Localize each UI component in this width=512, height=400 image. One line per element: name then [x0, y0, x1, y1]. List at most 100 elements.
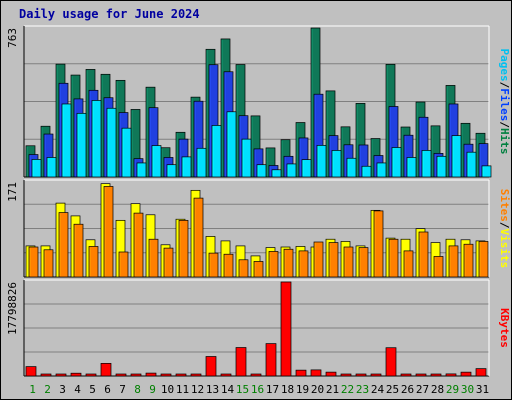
x-label-day-16: 16	[251, 383, 264, 396]
legend-item-pages: Pages	[498, 49, 511, 82]
bar-kbytes-day-11	[175, 373, 187, 377]
bar-kbytes-day-7	[115, 373, 127, 377]
x-label-day-18: 18	[281, 383, 294, 396]
bar-sites-day-27	[418, 231, 429, 278]
bar-pages-day-13	[211, 125, 222, 178]
bar-sites-day-31	[478, 241, 489, 278]
x-label-day-1: 1	[29, 383, 36, 396]
bar-pages-day-20	[316, 145, 327, 178]
x-label-day-3: 3	[59, 383, 66, 396]
bar-sites-day-11	[178, 219, 189, 278]
bar-kbytes-day-25	[385, 347, 397, 377]
bar-pages-day-30	[466, 151, 477, 178]
x-label-day-6: 6	[104, 383, 111, 396]
legend-item-files: Files	[498, 88, 511, 121]
x-label-day-8: 8	[134, 383, 141, 396]
bar-pages-day-17	[271, 169, 282, 178]
ymax-label-bottom: 17798826	[6, 282, 19, 335]
bar-kbytes-day-4	[70, 372, 82, 377]
bar-sites-day-25	[388, 238, 399, 278]
bar-kbytes-day-22	[340, 373, 352, 377]
bar-kbytes-day-27	[415, 373, 427, 377]
bar-kbytes-day-30	[460, 371, 472, 377]
x-label-day-9: 9	[149, 383, 156, 396]
bar-pages-day-16	[256, 164, 267, 178]
bar-pages-day-31	[481, 165, 492, 178]
bar-kbytes-day-10	[160, 373, 172, 377]
bar-sites-day-17	[268, 251, 279, 278]
bar-pages-day-2	[46, 157, 57, 178]
bar-pages-day-14	[226, 111, 237, 178]
legend-bottom: KBytes	[498, 308, 511, 348]
bar-kbytes-day-6	[100, 363, 112, 377]
x-label-day-22: 22	[341, 383, 354, 396]
bar-pages-day-26	[406, 157, 417, 178]
x-label-day-30: 30	[461, 383, 474, 396]
legend-separator: /	[498, 222, 511, 229]
bar-kbytes-day-1	[25, 366, 37, 377]
bar-sites-day-15	[238, 259, 249, 278]
bar-sites-day-5	[88, 246, 99, 278]
bar-pages-day-25	[391, 147, 402, 178]
bar-pages-day-24	[376, 162, 387, 178]
bar-kbytes-day-20	[310, 369, 322, 377]
bar-sites-day-6	[103, 186, 114, 278]
x-label-day-25: 25	[386, 383, 399, 396]
bar-pages-day-8	[136, 162, 147, 178]
bar-sites-day-4	[73, 223, 84, 278]
x-label-day-27: 27	[416, 383, 429, 396]
bar-sites-day-10	[163, 247, 174, 278]
x-label-day-19: 19	[296, 383, 309, 396]
bar-sites-day-22	[343, 246, 354, 278]
bar-kbytes-day-3	[55, 373, 67, 377]
ymax-label-top: 763	[6, 28, 19, 48]
legend-item-sites: Sites	[498, 189, 511, 222]
bar-kbytes-day-23	[355, 373, 367, 377]
x-label-day-28: 28	[431, 383, 444, 396]
bar-pages-day-5	[91, 100, 102, 178]
bar-pages-day-9	[151, 145, 162, 178]
bar-pages-day-22	[346, 157, 357, 178]
bar-kbytes-day-24	[370, 373, 382, 377]
bar-kbytes-day-15	[235, 347, 247, 377]
bar-sites-day-21	[328, 242, 339, 278]
bar-kbytes-day-2	[40, 373, 52, 377]
legend-separator: /	[498, 82, 511, 89]
bar-sites-day-12	[193, 197, 204, 278]
bar-kbytes-day-14	[220, 373, 232, 377]
bar-sites-day-13	[208, 252, 219, 278]
bar-pages-day-29	[451, 135, 462, 178]
bar-sites-day-30	[463, 243, 474, 278]
x-label-day-13: 13	[206, 383, 219, 396]
bar-kbytes-day-21	[325, 371, 337, 377]
bar-kbytes-day-13	[205, 356, 217, 377]
legend-separator: /	[498, 121, 511, 128]
bar-pages-day-10	[166, 164, 177, 178]
bar-sites-day-28	[433, 256, 444, 278]
bar-pages-day-4	[76, 112, 87, 178]
bar-kbytes-day-18	[280, 281, 292, 377]
bar-kbytes-day-29	[445, 373, 457, 377]
x-label-day-15: 15	[236, 383, 249, 396]
legend-top: Pages/Files/Hits	[498, 49, 511, 155]
bar-pages-day-28	[436, 155, 447, 178]
bar-sites-day-23	[358, 247, 369, 278]
bar-pages-day-15	[241, 138, 252, 178]
bar-pages-day-19	[301, 159, 312, 178]
bar-kbytes-day-8	[130, 373, 142, 377]
ymax-label-middle: 171	[6, 182, 19, 202]
bar-kbytes-day-26	[400, 373, 412, 377]
x-label-day-14: 14	[221, 383, 235, 396]
bar-sites-day-14	[223, 253, 234, 278]
x-label-day-26: 26	[401, 383, 414, 396]
bar-kbytes-day-16	[250, 373, 262, 377]
bar-pages-day-7	[121, 127, 132, 178]
bar-sites-day-19	[298, 250, 309, 278]
legend-middle: Sites/Visits	[498, 189, 511, 269]
bar-pages-day-12	[196, 147, 207, 178]
bar-sites-day-1	[28, 246, 39, 278]
bar-sites-day-9	[148, 238, 159, 278]
legend-item-visits: Visits	[498, 229, 511, 269]
x-label-day-12: 12	[191, 383, 204, 396]
